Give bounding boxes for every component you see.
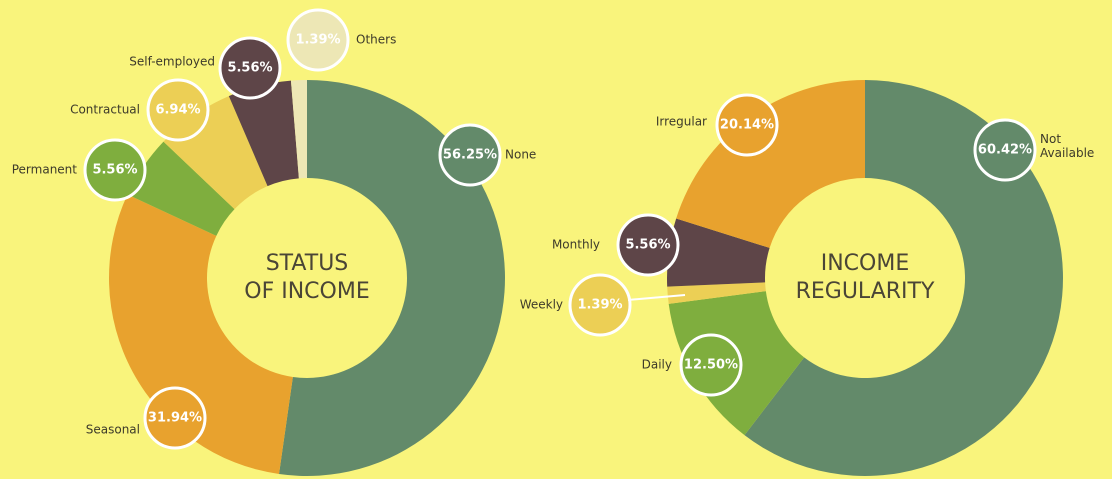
value-bubble	[143, 386, 207, 450]
category-label: Weekly	[520, 298, 563, 312]
value-bubble	[679, 333, 743, 397]
value-bubble	[616, 213, 680, 277]
category-label: Monthly	[552, 238, 600, 252]
value-bubble	[438, 123, 502, 187]
value-label: 12.50%	[684, 358, 738, 373]
slice	[667, 218, 770, 287]
category-label: None	[505, 148, 536, 162]
value-label: 5.56%	[625, 238, 670, 253]
value-bubble	[973, 118, 1037, 182]
slice	[667, 282, 766, 304]
slice	[228, 80, 299, 187]
value-label: 20.14%	[720, 118, 774, 133]
value-bubble	[218, 36, 282, 100]
value-label: 6.94%	[155, 103, 200, 118]
category-label: Daily	[642, 358, 672, 372]
category-label-box: Not Available	[1040, 132, 1095, 160]
category-label: Contractual	[70, 103, 140, 117]
value-label: 1.39%	[577, 298, 622, 313]
value-label: 31.94%	[148, 411, 202, 426]
slice	[279, 80, 505, 476]
value-label: 1.39%	[295, 33, 340, 48]
value-label: 56.25%	[443, 148, 497, 163]
category-label: Not Available	[1040, 132, 1095, 160]
value-label: 5.56%	[92, 163, 137, 178]
value-bubble	[568, 273, 632, 337]
value-label: 5.56%	[227, 61, 272, 76]
category-label: Others	[356, 33, 396, 47]
slice	[676, 80, 865, 248]
leader-line	[627, 294, 686, 301]
slice	[127, 141, 235, 236]
slice	[290, 80, 307, 179]
center-title: STATUS	[266, 251, 349, 276]
slice	[744, 80, 1063, 476]
value-label: 60.42%	[978, 143, 1032, 158]
center-title: REGULARITY	[796, 279, 935, 304]
category-label: Seasonal	[86, 423, 140, 437]
value-bubble	[146, 78, 210, 142]
center-title: INCOME	[821, 251, 910, 276]
category-label: Irregular	[656, 115, 707, 129]
value-bubble	[286, 8, 350, 72]
center-title: OF INCOME	[244, 279, 369, 304]
value-bubble	[715, 93, 779, 157]
category-label: Permanent	[12, 163, 78, 177]
value-bubble	[83, 138, 147, 202]
category-label: Self-employed	[129, 55, 215, 69]
